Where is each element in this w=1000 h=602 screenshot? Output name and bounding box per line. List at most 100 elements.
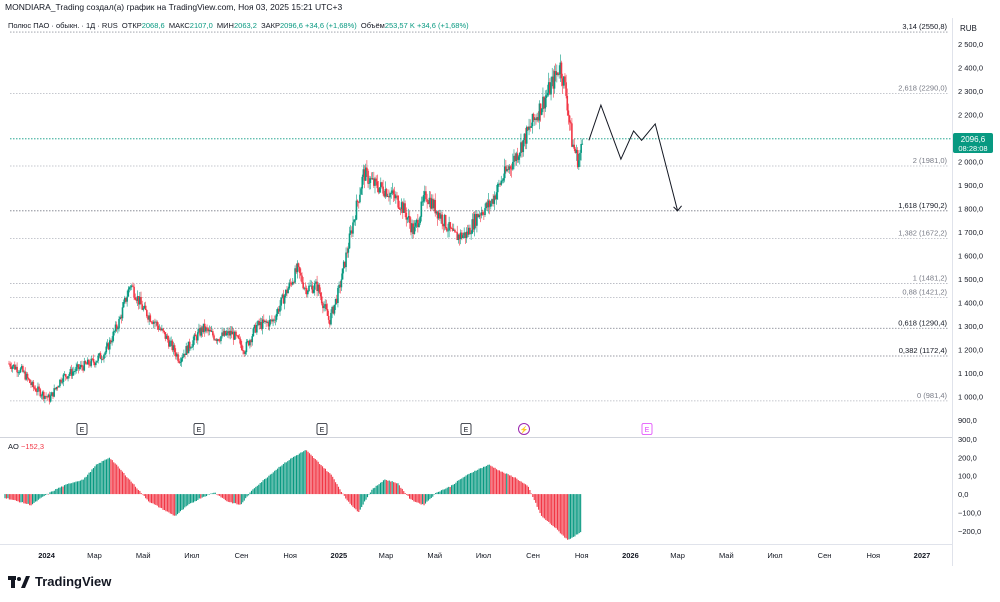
earnings-event-marker — [193, 423, 205, 435]
candle-body — [236, 335, 238, 337]
ao-bar — [336, 484, 338, 495]
price-axis[interactable]: RUB 2 500,02 400,02 300,02 200,02 100,02… — [958, 24, 983, 425]
ao-bar — [240, 494, 242, 505]
candle-body — [342, 261, 345, 269]
ao-bar — [303, 451, 305, 495]
candle-body — [17, 372, 20, 374]
price-tick-label: 900,0 — [958, 416, 977, 425]
candle-body — [403, 203, 405, 213]
candle-body — [552, 76, 555, 89]
candle-body — [485, 202, 487, 209]
candle-body — [545, 95, 548, 98]
candle-body — [484, 208, 486, 215]
currency-label[interactable]: RUB — [960, 24, 977, 33]
candle-body — [234, 331, 236, 340]
candle-body — [214, 339, 216, 341]
time-axis[interactable]: 2024 Мар Май Июл Сен Ноя 2025 Мар Май Июл Сен Ноя 20… — [38, 551, 930, 560]
ao-bar — [10, 494, 12, 500]
candle-body — [458, 234, 461, 239]
ao-bar — [5, 494, 7, 499]
projection-path[interactable] — [588, 103, 682, 212]
candle-body — [420, 201, 423, 217]
candle-body — [566, 95, 569, 111]
candle-body — [102, 358, 104, 360]
ao-bar — [509, 475, 511, 495]
ao-axis[interactable]: 300,0 200,0 100,0 0,0 −100,0 −200,0 — [958, 435, 981, 536]
ao-bar — [284, 462, 286, 495]
candle-body — [427, 202, 430, 204]
candle-body — [103, 354, 105, 359]
candle-body — [385, 189, 388, 197]
time-tick-label: Июл — [767, 551, 782, 560]
candle-body — [379, 182, 382, 188]
candle-body — [112, 331, 115, 341]
candle-body — [198, 328, 200, 333]
price-candles[interactable] — [8, 54, 584, 405]
time-tick-label: Мар — [87, 551, 102, 560]
ao-bar — [462, 477, 464, 495]
fibonacci-extension[interactable]: 3,14 (2550,8) 2,618 (2290,0) 2 (1981,0) 1,6… — [10, 22, 952, 402]
ao-bar — [429, 494, 431, 500]
candle-body — [275, 313, 278, 320]
ao-bar — [567, 494, 569, 540]
candle-body — [303, 287, 306, 289]
ao-bar — [65, 484, 67, 495]
price-tick-label: 1 400,0 — [958, 299, 983, 308]
ao-label[interactable]: AO — [8, 442, 19, 451]
ao-bar — [108, 457, 110, 495]
candle-body — [81, 364, 83, 368]
ao-bar — [343, 494, 345, 496]
ao-bar — [226, 494, 228, 502]
ao-bar — [262, 480, 264, 495]
candle-body — [446, 228, 448, 231]
ao-bar — [62, 486, 64, 495]
ao-bar — [158, 494, 160, 508]
candle-body — [141, 304, 143, 310]
ao-bar — [252, 489, 254, 495]
candle-body — [68, 374, 71, 376]
ao-bar — [580, 494, 582, 533]
candle-body — [289, 282, 292, 284]
ao-bar — [107, 458, 109, 495]
ao-bar — [233, 494, 235, 504]
brand-logo[interactable]: TradingView — [8, 574, 111, 589]
symbol-name[interactable]: Полюс ПАО · обыкн. · 1Д · RUS — [8, 21, 118, 30]
candle-body — [327, 315, 330, 320]
candle-body — [174, 352, 177, 357]
ao-bar — [375, 485, 377, 495]
candle-body — [82, 367, 84, 371]
ao-bar — [4, 494, 6, 499]
ao-bar — [29, 494, 31, 506]
candle-body — [477, 213, 479, 218]
candle-body — [473, 214, 476, 230]
ao-bar — [340, 491, 342, 495]
ao-bar — [526, 485, 528, 495]
ao-histogram[interactable] — [4, 450, 582, 540]
ao-bar — [236, 494, 238, 505]
earnings-event-label: E — [464, 427, 469, 434]
ao-bar — [26, 494, 28, 504]
ao-bar — [314, 459, 316, 495]
candle-body — [316, 281, 318, 292]
ao-bar — [242, 494, 244, 503]
event-markers[interactable]: E E E E ⚡ E — [76, 423, 653, 435]
ao-bar — [246, 494, 248, 497]
ao-bar — [235, 494, 237, 504]
candle-body — [40, 395, 43, 397]
ao-bar — [194, 494, 196, 502]
candle-body — [471, 219, 474, 234]
symbol-legend[interactable]: Полюс ПАО · обыкн. · 1Д · RUS ОТКР2068,6… — [8, 21, 469, 30]
candle-body — [232, 331, 235, 340]
ao-bar — [498, 470, 500, 495]
candle-body — [481, 212, 484, 215]
candle-body — [354, 219, 357, 221]
fib-level-label: 2 (1981,0) — [913, 156, 948, 165]
ao-bar — [422, 494, 424, 505]
candle-body — [371, 178, 374, 180]
candle-body — [540, 108, 543, 115]
ao-legend[interactable]: AO −152,3 — [8, 442, 44, 451]
candle-body — [436, 211, 439, 219]
ao-bar — [382, 480, 384, 495]
candle-body — [281, 294, 284, 298]
